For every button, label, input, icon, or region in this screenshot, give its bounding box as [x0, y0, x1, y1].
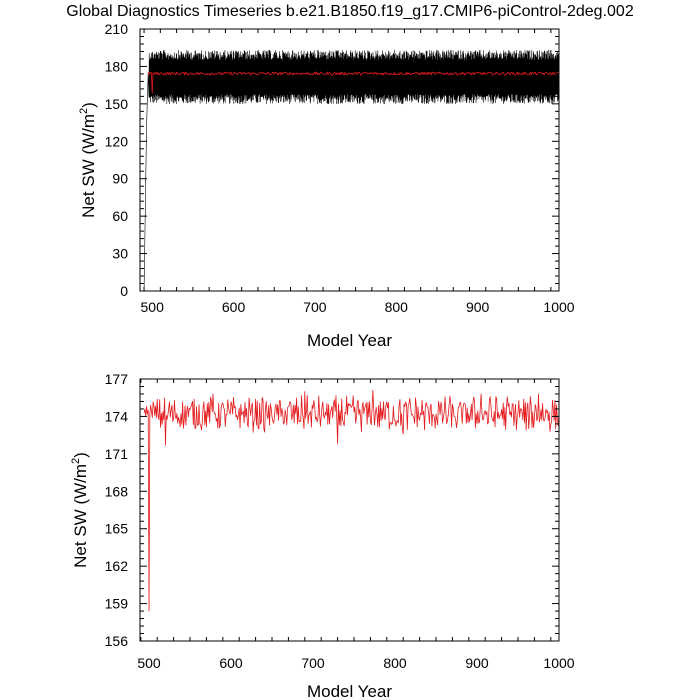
- y-tick-label: 120: [105, 133, 129, 149]
- series-annual-line: [143, 389, 559, 612]
- plot-area: [143, 49, 559, 291]
- x-tick-label: 700: [303, 299, 327, 315]
- y-tick-label: 174: [105, 408, 129, 424]
- x-tick-label: 600: [219, 655, 243, 671]
- plot-frame: [139, 378, 560, 642]
- series-monthly-line: [143, 49, 559, 291]
- y-tick-label: 0: [120, 283, 128, 299]
- y-tick-label: 180: [105, 58, 129, 74]
- y-tick-label: 90: [112, 171, 128, 187]
- chart-panel-2: 500 600 700 800 900 1000 156 159 162 165 168 171 174…: [70, 371, 575, 700]
- y-tick-label: 165: [105, 521, 129, 537]
- x-tick-label: 800: [385, 299, 409, 315]
- y-tick-label: 159: [105, 596, 129, 612]
- x-tick-label: 500: [137, 655, 161, 671]
- y-axis-label: Net SW (W/m2): [78, 102, 98, 218]
- x-tick-label: 1000: [543, 655, 574, 671]
- x-tick-label: 1000: [543, 299, 574, 315]
- x-tick-label: 800: [383, 655, 407, 671]
- y-tick-label: 168: [105, 483, 129, 499]
- y-tick-label: 30: [112, 246, 128, 262]
- chart-panel-1: 500 600 700 800 900 1000 0 30 60 90 120 150 180 210 Mo…: [78, 21, 575, 350]
- x-tick-label: 900: [466, 299, 490, 315]
- y-tick-label: 210: [105, 21, 129, 37]
- plot-frame: [139, 28, 560, 292]
- y-tick-label: 162: [105, 558, 129, 574]
- x-axis-label: Model Year: [307, 682, 392, 700]
- y-axis-label: Net SW (W/m2): [70, 452, 90, 568]
- y-tick-label: 177: [105, 371, 129, 387]
- series-annual-line: [147, 71, 559, 94]
- x-tick-label: 500: [141, 299, 165, 315]
- plot-area: [143, 389, 559, 612]
- x-tick-label: 600: [222, 299, 246, 315]
- y-tick-label: 156: [105, 633, 129, 649]
- x-tick-label: 900: [465, 655, 489, 671]
- x-tick-label: 700: [301, 655, 325, 671]
- y-tick-label: 171: [105, 446, 129, 462]
- figure-title: Global Diagnostics Timeseries b.e21.B185…: [66, 3, 634, 20]
- y-tick-label: 60: [112, 208, 128, 224]
- x-axis-label: Model Year: [307, 331, 392, 350]
- y-tick-label: 150: [105, 96, 129, 112]
